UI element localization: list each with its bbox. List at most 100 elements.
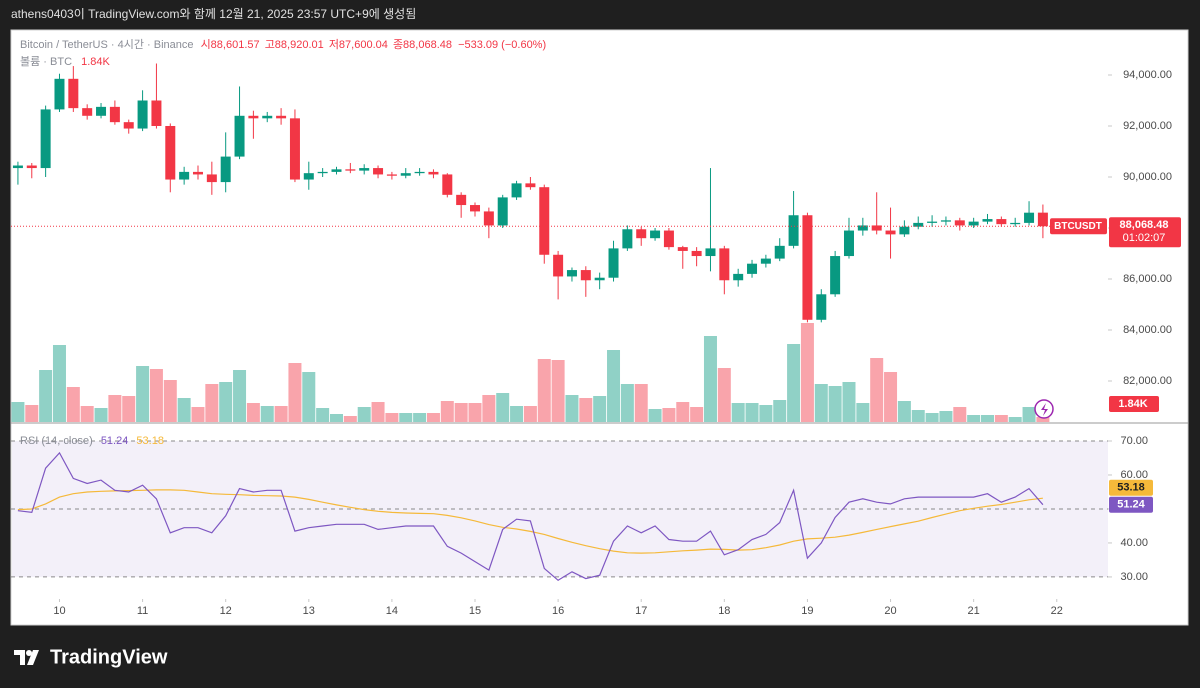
volume-bar <box>897 401 911 422</box>
ohlc: 시88,601.57 <box>201 39 260 51</box>
candle-body <box>968 221 979 226</box>
candle-body <box>663 230 674 248</box>
value-tag <box>1109 479 1153 496</box>
volume-bar <box>884 372 898 422</box>
candle-body <box>483 211 494 226</box>
x-tick-label: 15 <box>469 605 481 617</box>
candle-body <box>830 256 841 295</box>
volume-bar <box>676 402 690 422</box>
candle-body <box>192 171 203 175</box>
volume-bar <box>1008 417 1022 422</box>
candle-body <box>123 122 134 129</box>
volume-bar <box>11 402 25 422</box>
x-tick-label: 17 <box>635 605 647 617</box>
volume-bar <box>316 408 330 422</box>
y-tick-label: 92,000.00 <box>1123 120 1172 132</box>
ohlc: 저87,600.04 <box>329 38 388 51</box>
logo-icon <box>14 650 39 665</box>
volume-bar <box>759 405 773 422</box>
logo-dot <box>26 650 32 656</box>
volume-value: 1.84K <box>81 56 110 68</box>
candle-body <box>331 169 342 172</box>
candle-body <box>622 229 633 249</box>
volume-bar <box>1036 417 1050 422</box>
value-tag-text: 51.24 <box>1117 499 1145 511</box>
countdown: 01:02:07 <box>1123 232 1166 244</box>
volume-bar <box>523 406 537 422</box>
candle-body <box>760 258 771 264</box>
volume-bar <box>634 384 648 422</box>
candle-body <box>414 171 425 174</box>
volume-bar <box>939 411 953 422</box>
alert-bolt <box>1041 403 1048 416</box>
candle-body <box>26 165 37 169</box>
volume-bar <box>980 415 994 422</box>
y-tick-label: 94,000.00 <box>1123 69 1172 81</box>
volume-bar <box>496 393 510 422</box>
ohlc: 종88,068.48 <box>393 39 452 51</box>
volume-bar <box>149 369 163 422</box>
symbol-tag <box>1050 218 1107 235</box>
candle-body <box>733 273 744 281</box>
value-tag <box>1109 496 1153 513</box>
volume-bar <box>510 406 524 422</box>
candle-body <box>899 226 910 235</box>
x-tick-label: 22 <box>1051 605 1063 617</box>
logo-text: TradingView <box>50 646 168 668</box>
chart-panel <box>10 29 1189 626</box>
volume-bar <box>454 403 468 422</box>
candle-body <box>82 108 93 116</box>
candle-body <box>816 294 827 320</box>
candle-body <box>857 225 868 231</box>
rsi-legend: RSI (14, close) 51.24 53.18 <box>20 435 164 447</box>
x-tick-label: 12 <box>220 605 232 617</box>
alert-icon <box>1034 399 1054 419</box>
value-tag-text: 53.18 <box>1117 482 1145 494</box>
candle-body <box>234 115 245 157</box>
candle-body <box>650 230 661 239</box>
volume-bar <box>745 403 759 422</box>
rsi-value: 51.24 <box>101 435 129 447</box>
y-tick-label: 90,000.00 <box>1123 171 1172 183</box>
volume-bar <box>967 415 981 422</box>
volume-bar <box>593 396 607 422</box>
volume-bar <box>52 345 66 422</box>
candle-body <box>54 78 65 110</box>
candle-body <box>843 230 854 257</box>
volume-bar <box>565 395 579 422</box>
price-tag <box>1109 217 1181 248</box>
volume-bar <box>233 370 247 422</box>
candle-body <box>982 219 993 222</box>
ohlc: 고88,920.01 <box>265 39 324 51</box>
y-tick-label: 60.00 <box>1120 469 1148 481</box>
volume-bar <box>537 359 551 422</box>
x-tick-label: 21 <box>968 605 980 617</box>
y-tick-label: 70.00 <box>1120 435 1148 447</box>
volume-title: 볼륨 · BTC <box>20 55 72 68</box>
volume-bar <box>205 384 219 422</box>
volume-bar <box>551 360 565 422</box>
volume-bar <box>925 413 939 422</box>
candle-body <box>165 125 176 180</box>
symbol-title: Bitcoin / TetherUS · 4시간 · Binance <box>20 38 194 51</box>
candle-body <box>470 205 481 212</box>
volume-bar <box>579 398 593 422</box>
candle-body <box>262 115 273 119</box>
volume-bar <box>399 413 413 422</box>
volume-bar <box>620 384 634 422</box>
candle-body <box>400 173 411 176</box>
volume-bar <box>385 413 399 422</box>
y-tick-label: 30.00 <box>1120 571 1148 583</box>
candle-body <box>206 174 217 183</box>
volume-bar <box>800 323 814 422</box>
candle-body <box>96 106 107 116</box>
candle-body <box>608 248 619 278</box>
x-tick-label: 11 <box>137 605 148 617</box>
volume-bar <box>1022 407 1036 422</box>
x-tick-label: 19 <box>801 605 813 617</box>
candle-body <box>691 250 702 257</box>
x-tick-label: 16 <box>552 605 564 617</box>
x-tick-label: 10 <box>53 605 65 617</box>
volume-bar <box>426 413 440 422</box>
